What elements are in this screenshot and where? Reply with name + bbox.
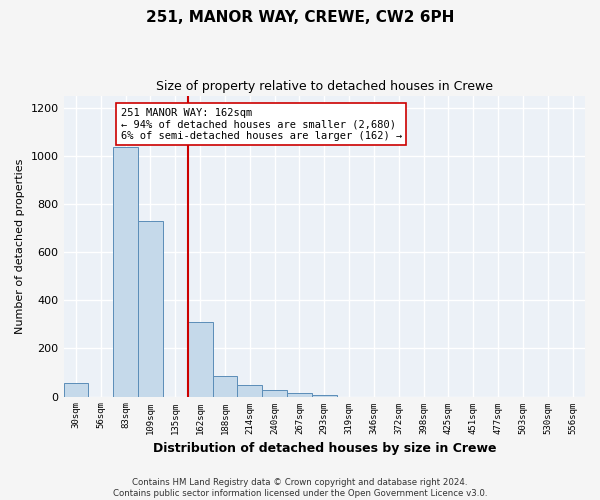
Bar — [312, 394, 337, 396]
Bar — [64, 383, 88, 396]
Bar — [262, 390, 287, 396]
Text: Contains HM Land Registry data © Crown copyright and database right 2024.
Contai: Contains HM Land Registry data © Crown c… — [113, 478, 487, 498]
Bar — [212, 376, 238, 396]
Bar — [113, 148, 138, 396]
Text: 251, MANOR WAY, CREWE, CW2 6PH: 251, MANOR WAY, CREWE, CW2 6PH — [146, 10, 454, 25]
X-axis label: Distribution of detached houses by size in Crewe: Distribution of detached houses by size … — [152, 442, 496, 455]
Y-axis label: Number of detached properties: Number of detached properties — [15, 158, 25, 334]
Text: 251 MANOR WAY: 162sqm
← 94% of detached houses are smaller (2,680)
6% of semi-de: 251 MANOR WAY: 162sqm ← 94% of detached … — [121, 108, 402, 141]
Title: Size of property relative to detached houses in Crewe: Size of property relative to detached ho… — [156, 80, 493, 93]
Bar — [188, 322, 212, 396]
Bar — [138, 221, 163, 396]
Bar — [287, 393, 312, 396]
Bar — [238, 384, 262, 396]
